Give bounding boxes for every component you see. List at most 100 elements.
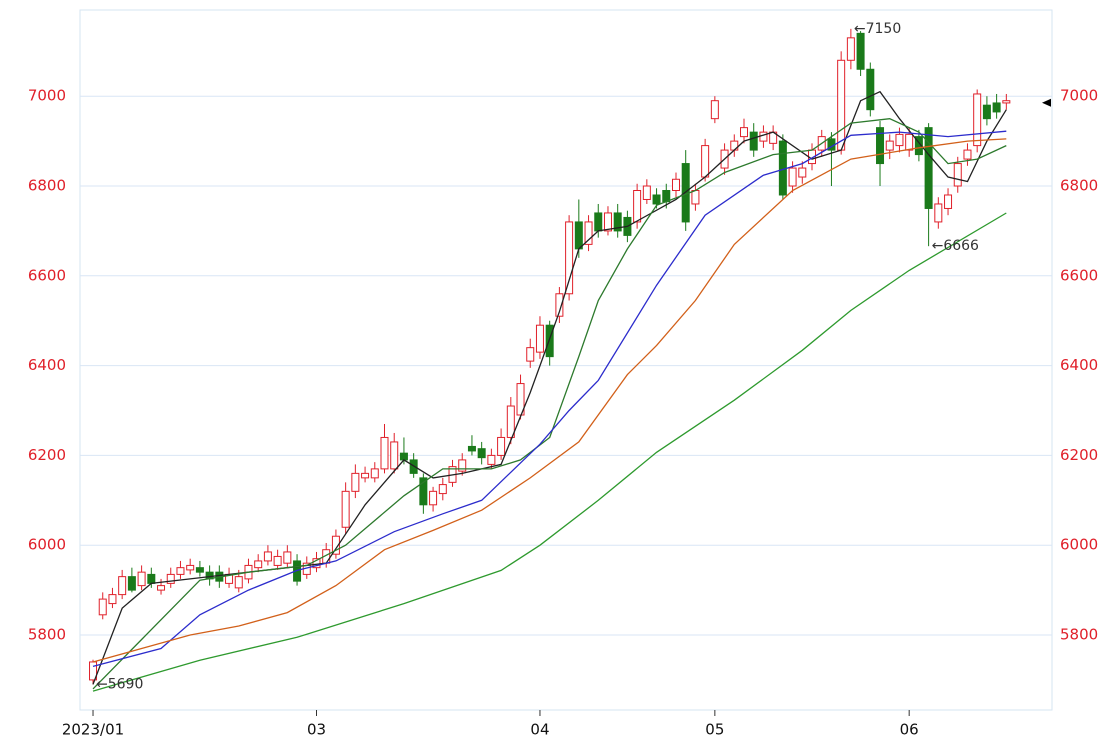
y-tick-label: 6200	[28, 446, 66, 464]
candle-body	[477, 448, 486, 459]
candle-body	[458, 459, 467, 472]
x-tick-label: 03	[307, 721, 326, 739]
candle-body	[613, 212, 622, 232]
candle-body	[934, 203, 943, 223]
y2-tick-label: 6200	[1060, 446, 1098, 464]
candle-body	[312, 558, 321, 569]
candle-body	[739, 127, 748, 138]
candle-body	[487, 454, 496, 465]
candle-body	[992, 102, 1001, 113]
candle-body	[506, 405, 515, 438]
annotation: ←6666	[932, 238, 979, 254]
candle-body	[127, 576, 136, 591]
candle-body	[885, 140, 894, 151]
candle-body	[914, 136, 923, 156]
candle-body	[118, 576, 127, 596]
candle-body	[283, 551, 292, 564]
candle-body	[254, 560, 263, 569]
y2-tick-label: 5800	[1060, 626, 1098, 644]
candle-body	[565, 221, 574, 295]
y2-tick-label: 6400	[1060, 356, 1098, 374]
last-price-marker	[1042, 98, 1051, 107]
candle-body	[399, 452, 408, 461]
x-tick-label: 06	[900, 721, 919, 739]
y-tick-label: 6600	[28, 266, 66, 284]
candle-body	[1002, 100, 1011, 104]
x-tick-label: 2023/01	[62, 721, 124, 739]
candle-body	[963, 149, 972, 160]
x-tick-label: 05	[705, 721, 724, 739]
candle-body	[982, 104, 991, 120]
candle-body	[166, 573, 175, 584]
candle-body	[497, 436, 506, 456]
y2-tick-label: 7000	[1060, 87, 1098, 105]
y-tick-label: 6000	[28, 536, 66, 554]
candle-body	[370, 468, 379, 479]
candle-body	[798, 167, 807, 178]
candle-body	[390, 441, 399, 470]
candle-body	[866, 68, 875, 111]
candle-body	[331, 535, 340, 555]
y2-tick-label: 6800	[1060, 177, 1098, 195]
y2-tick-label: 6000	[1060, 536, 1098, 554]
candle-body	[147, 573, 156, 584]
candle-body	[419, 477, 428, 506]
candle-body	[545, 324, 554, 358]
candle-body	[944, 194, 953, 209]
candle-body	[467, 445, 476, 452]
candle-body	[652, 194, 661, 205]
candle-body	[584, 221, 593, 245]
candle-body	[603, 212, 612, 232]
candle-body	[176, 567, 185, 575]
moving-average-line	[92, 212, 1007, 692]
candle-body	[594, 212, 603, 232]
candle-body	[137, 571, 146, 587]
candle-body	[186, 564, 195, 571]
candle-body	[438, 484, 447, 495]
candle-body	[351, 472, 360, 492]
candle-body	[671, 178, 680, 192]
candle-body	[905, 133, 914, 151]
y-tick-label: 7000	[28, 87, 66, 105]
candle-body	[108, 594, 117, 605]
candle-body	[759, 131, 768, 142]
candle-body	[710, 100, 719, 120]
y-tick-label: 6400	[28, 356, 66, 374]
candle-body	[380, 436, 389, 470]
y-tick-label: 6800	[28, 177, 66, 195]
candle-body	[691, 190, 700, 205]
candle-body	[701, 145, 710, 178]
candle-body	[953, 163, 962, 187]
candle-body	[341, 490, 350, 528]
candle-body	[837, 59, 846, 151]
x-tick-label: 04	[530, 721, 549, 739]
candle-body	[234, 576, 243, 589]
candle-body	[555, 293, 564, 317]
candle-body	[788, 167, 797, 187]
candle-body	[749, 131, 758, 151]
candle-body	[429, 490, 438, 506]
moving-average-line	[92, 118, 1007, 690]
candle-body	[157, 585, 166, 591]
candle-body	[846, 37, 855, 61]
candle-body	[526, 347, 535, 362]
candle-body	[642, 185, 651, 200]
candle-body	[973, 93, 982, 147]
moving-average-line	[92, 138, 1007, 663]
annotation: ←5690	[96, 676, 143, 692]
candle-body	[361, 472, 370, 479]
candle-body	[924, 127, 933, 209]
candle-body	[876, 127, 885, 165]
candle-body	[895, 133, 904, 147]
annotation: ←7150	[854, 21, 901, 37]
moving-average-line	[92, 130, 1007, 668]
candle-body	[535, 324, 544, 353]
candle-body	[195, 567, 204, 573]
candle-body	[98, 598, 107, 616]
plot-area	[79, 9, 1053, 711]
candle-body	[856, 32, 865, 70]
candle-body	[574, 221, 583, 250]
y2-tick-label: 6600	[1060, 266, 1098, 284]
candle-body	[263, 551, 272, 562]
